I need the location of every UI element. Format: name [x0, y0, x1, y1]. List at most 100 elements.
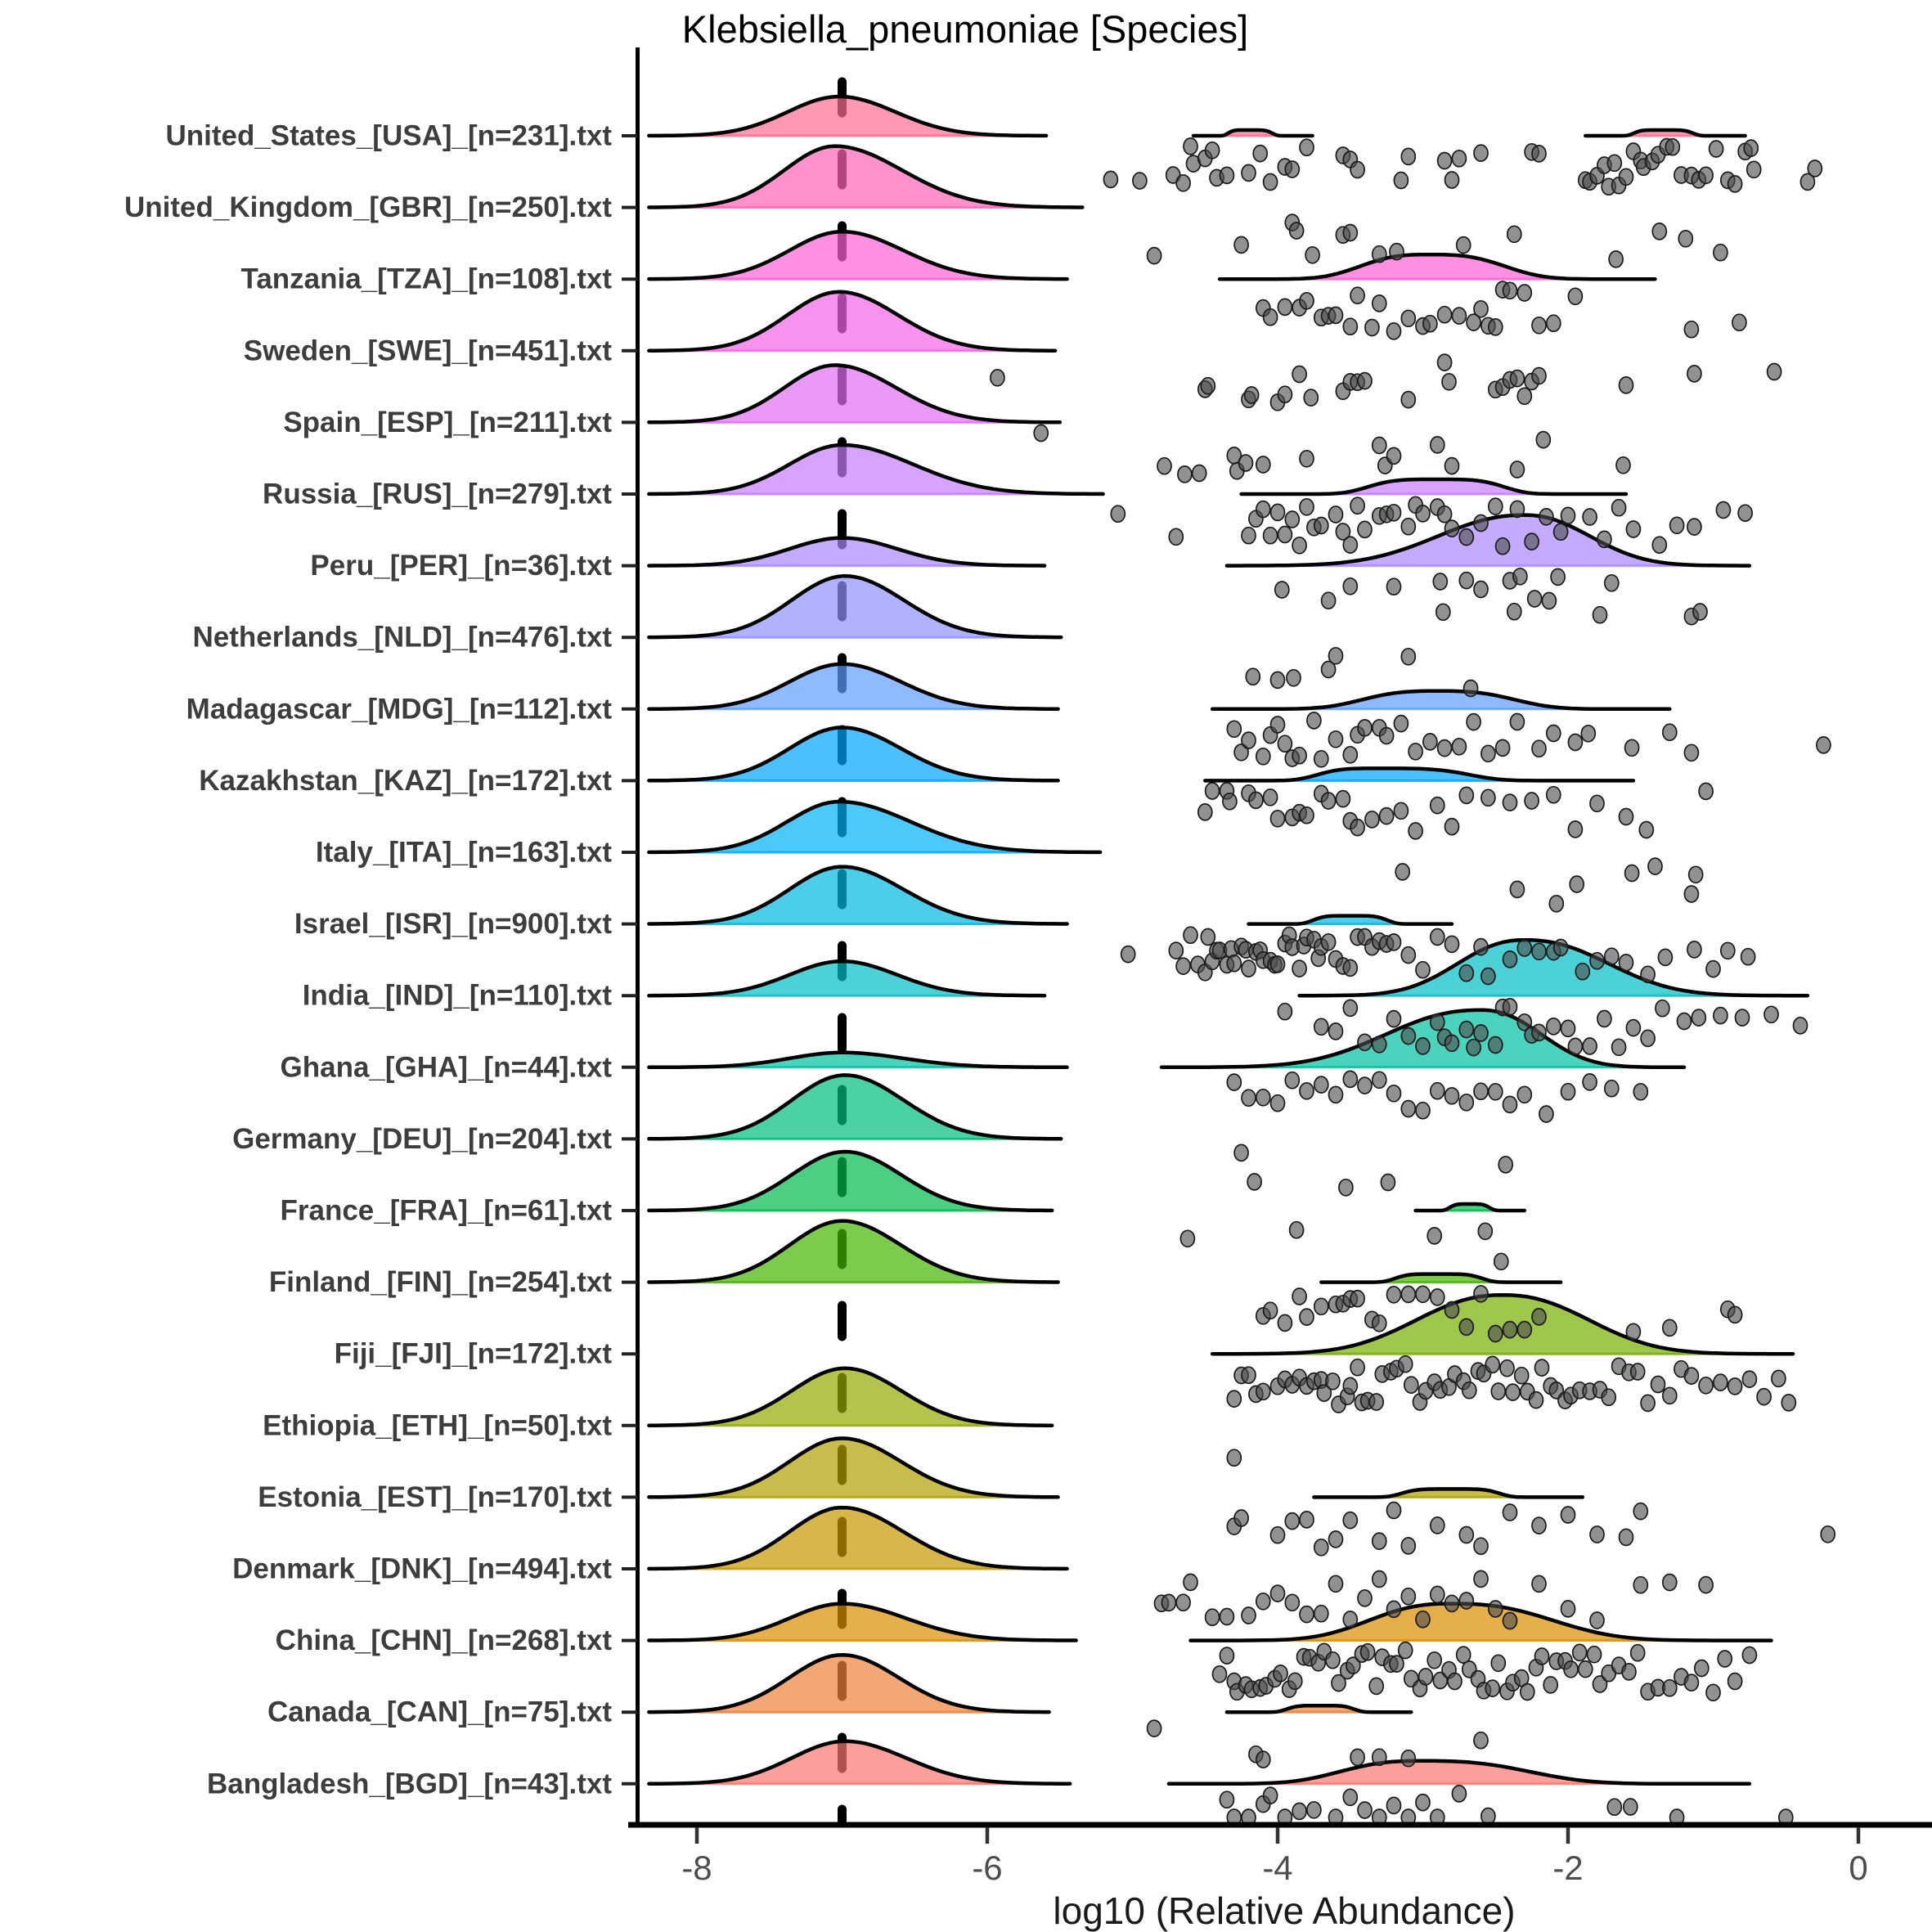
jitter-point — [1661, 1319, 1678, 1337]
jitter-point — [1241, 1089, 1256, 1108]
jitter-point — [1493, 1252, 1509, 1271]
zero-density-ridge-outline — [647, 959, 1047, 998]
jitter-point — [1477, 1222, 1494, 1241]
jitter-point — [1502, 281, 1518, 300]
jitter-point — [1480, 744, 1496, 763]
abundance-density-ridge-fill — [1226, 1705, 1412, 1713]
jitter-point — [1357, 520, 1373, 539]
jitter-point — [1651, 536, 1668, 555]
jitter-point — [1444, 1301, 1460, 1319]
jitter-point — [1647, 857, 1663, 875]
jitter-point — [1560, 1600, 1576, 1618]
zero-density-ridge-outline — [647, 573, 1063, 640]
jitter-point — [1415, 1037, 1431, 1055]
zero-density-ridge-fill — [649, 445, 1103, 494]
jitter-point — [1359, 1642, 1376, 1661]
ridge-row — [647, 726, 1636, 783]
jitter-point — [1247, 1173, 1262, 1191]
ridge-row — [647, 1366, 1054, 1427]
jitter-point — [1683, 1674, 1700, 1692]
jitter-point — [990, 368, 1005, 387]
jitter-point — [1342, 959, 1359, 977]
jitter-point — [1502, 1611, 1518, 1630]
y-axis-label: United_States_[USA]_[n=231].txt — [165, 120, 612, 152]
jitter-point — [1618, 168, 1634, 186]
abundance-density-ridge-fill — [1220, 254, 1656, 280]
jitter-point — [1393, 714, 1409, 733]
jitter-point — [1629, 1643, 1646, 1662]
jitter-point — [1262, 526, 1278, 545]
jitter-point — [1683, 885, 1700, 903]
jitter-point — [1458, 1592, 1475, 1610]
jitter-point — [1502, 1320, 1518, 1339]
jitter-point — [1563, 1660, 1579, 1678]
jitter-point — [1692, 603, 1708, 621]
jitter-point — [1233, 1509, 1249, 1527]
jitter-row — [1226, 1070, 1649, 1123]
zero-density-ridge-fill — [649, 1052, 1067, 1067]
jitter-point — [1222, 792, 1238, 811]
jitter-point — [1691, 1009, 1707, 1027]
jitter-point — [1427, 1227, 1443, 1245]
jitter-point — [1350, 818, 1365, 837]
y-axis-label: Madagascar_[MDG]_[n=112].txt — [186, 693, 613, 725]
jitter-point — [1737, 504, 1753, 523]
jitter-point — [1531, 145, 1547, 163]
y-axis-label: Tanzania_[TZA]_[n=108].txt — [241, 263, 613, 295]
ridge-row — [1210, 1292, 1795, 1356]
jitter-point — [1531, 316, 1547, 335]
jitter-point — [1255, 1592, 1271, 1611]
jitter-point — [1597, 530, 1612, 549]
ridge-row — [647, 1602, 1773, 1642]
jitter-point — [1342, 1788, 1359, 1807]
zero-density-ridge-outline — [647, 290, 1058, 353]
ridge-row — [647, 229, 1657, 281]
jitter-point — [1589, 1525, 1605, 1543]
jitter-point — [1241, 731, 1256, 749]
jitter-point — [1473, 1024, 1489, 1042]
jitter-point — [1371, 1035, 1387, 1054]
jitter-point — [1490, 1382, 1507, 1400]
jitter-point — [1545, 785, 1561, 804]
jitter-point — [1458, 964, 1475, 982]
jitter-point — [1683, 744, 1700, 762]
jitter-point — [1516, 1320, 1533, 1339]
jitter-point — [1458, 1525, 1475, 1544]
zero-density-ridge-outline — [647, 799, 1103, 855]
jitter-point — [1621, 1663, 1637, 1681]
jitter-point — [1560, 506, 1576, 525]
zero-density-ridge-outline — [647, 94, 1049, 138]
jitter-point — [1342, 1377, 1359, 1395]
jitter-point — [1539, 1105, 1554, 1123]
jitter-point — [1458, 571, 1475, 590]
jitter-point — [1103, 170, 1119, 189]
jitter-point — [1284, 160, 1301, 178]
jitter-point — [1719, 941, 1736, 960]
jitter-point — [1661, 1678, 1678, 1697]
jitter-point — [1292, 1802, 1307, 1821]
jitter-point — [1292, 1287, 1307, 1305]
jitter-point — [1534, 1647, 1550, 1665]
jitter-point — [1705, 1683, 1721, 1702]
jitter-point — [1386, 447, 1402, 465]
jitter-point — [1640, 965, 1656, 984]
jitter-point — [1219, 1790, 1235, 1809]
jitter-point — [1342, 536, 1359, 554]
jitter-point — [1466, 1038, 1481, 1057]
jitter-point — [1444, 1034, 1460, 1053]
y-axis-label: France_[FRA]_[n=61].txt — [280, 1195, 612, 1227]
jitter-point — [1328, 1022, 1344, 1040]
jitter-point — [1741, 1370, 1758, 1388]
jitter-point — [1539, 508, 1554, 526]
jitter-point — [1650, 1375, 1666, 1394]
ridge-row — [647, 937, 1810, 998]
jitter-point — [1655, 999, 1670, 1018]
jitter-point — [1678, 229, 1694, 248]
jitter-point — [1582, 508, 1597, 526]
jitter-point — [1427, 1651, 1443, 1669]
jitter-point — [1473, 580, 1489, 599]
jitter-point — [1357, 1801, 1373, 1819]
jitter-point — [1509, 500, 1525, 519]
jitter-point — [1661, 723, 1678, 742]
